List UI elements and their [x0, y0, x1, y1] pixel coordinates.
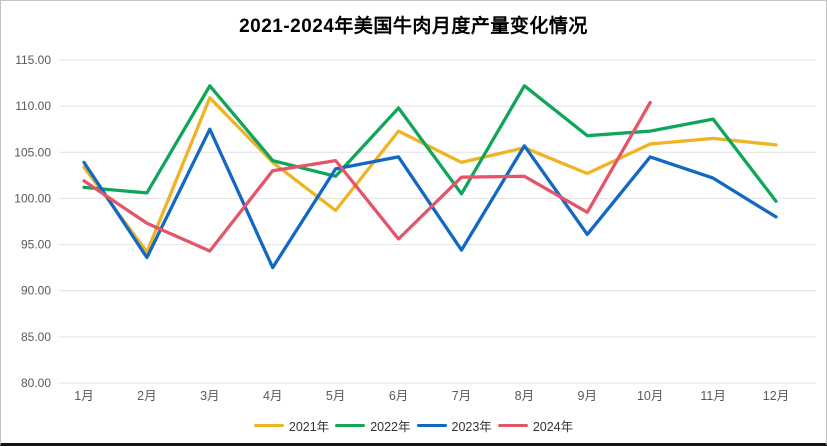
x-tick-label: 5月 — [326, 389, 345, 403]
x-tick-label: 3月 — [200, 389, 219, 403]
series-line-2023年 — [82, 127, 778, 270]
x-tick-label: 4月 — [263, 389, 282, 403]
y-tick-label: 100.00 — [14, 191, 51, 205]
y-tick-label: 85.00 — [21, 330, 51, 344]
y-tick-label: 105.00 — [14, 145, 51, 159]
y-tick-label: 80.00 — [21, 376, 51, 390]
y-tick-label: 110.00 — [15, 99, 51, 113]
series-line-2022年 — [82, 84, 778, 203]
legend: 2021年 2022年 2023年 2024年 — [1, 416, 826, 435]
x-tick-label: 9月 — [578, 389, 597, 403]
x-tick-label: 1月 — [74, 389, 93, 403]
legend-item-2024年: 2024年 — [497, 416, 574, 435]
series-line-2021年 — [82, 96, 778, 254]
legend-item-2021年: 2021年 — [253, 416, 330, 435]
legend-label: 2023年 — [451, 420, 492, 434]
legend-swatch — [335, 423, 366, 428]
x-tick-label: 2月 — [137, 389, 156, 403]
x-tick-label: 8月 — [515, 389, 534, 403]
y-tick-label: 95.00 — [21, 238, 51, 252]
legend-swatch — [497, 423, 528, 428]
x-tick-label: 11月 — [700, 389, 725, 403]
legend-swatch — [416, 423, 447, 428]
y-tick-label: 90.00 — [21, 284, 51, 298]
x-tick-label: 6月 — [389, 389, 408, 403]
x-tick-label: 12月 — [763, 389, 789, 403]
legend-swatch — [253, 423, 284, 428]
legend-label: 2021年 — [288, 420, 330, 434]
y-tick-label: 115.00 — [15, 53, 51, 67]
chart-title: 2021-2024年美国牛肉月度产量变化情况 — [239, 16, 588, 37]
legend-item-2022年: 2022年 — [335, 416, 411, 435]
x-tick-label: 7月 — [452, 389, 471, 403]
legend-item-2023年: 2023年 — [416, 416, 492, 435]
legend-label: 2024年 — [532, 420, 574, 434]
x-tick-label: 10月 — [637, 389, 663, 403]
series-line-2024年 — [82, 100, 652, 253]
legend-label: 2022年 — [370, 420, 411, 434]
